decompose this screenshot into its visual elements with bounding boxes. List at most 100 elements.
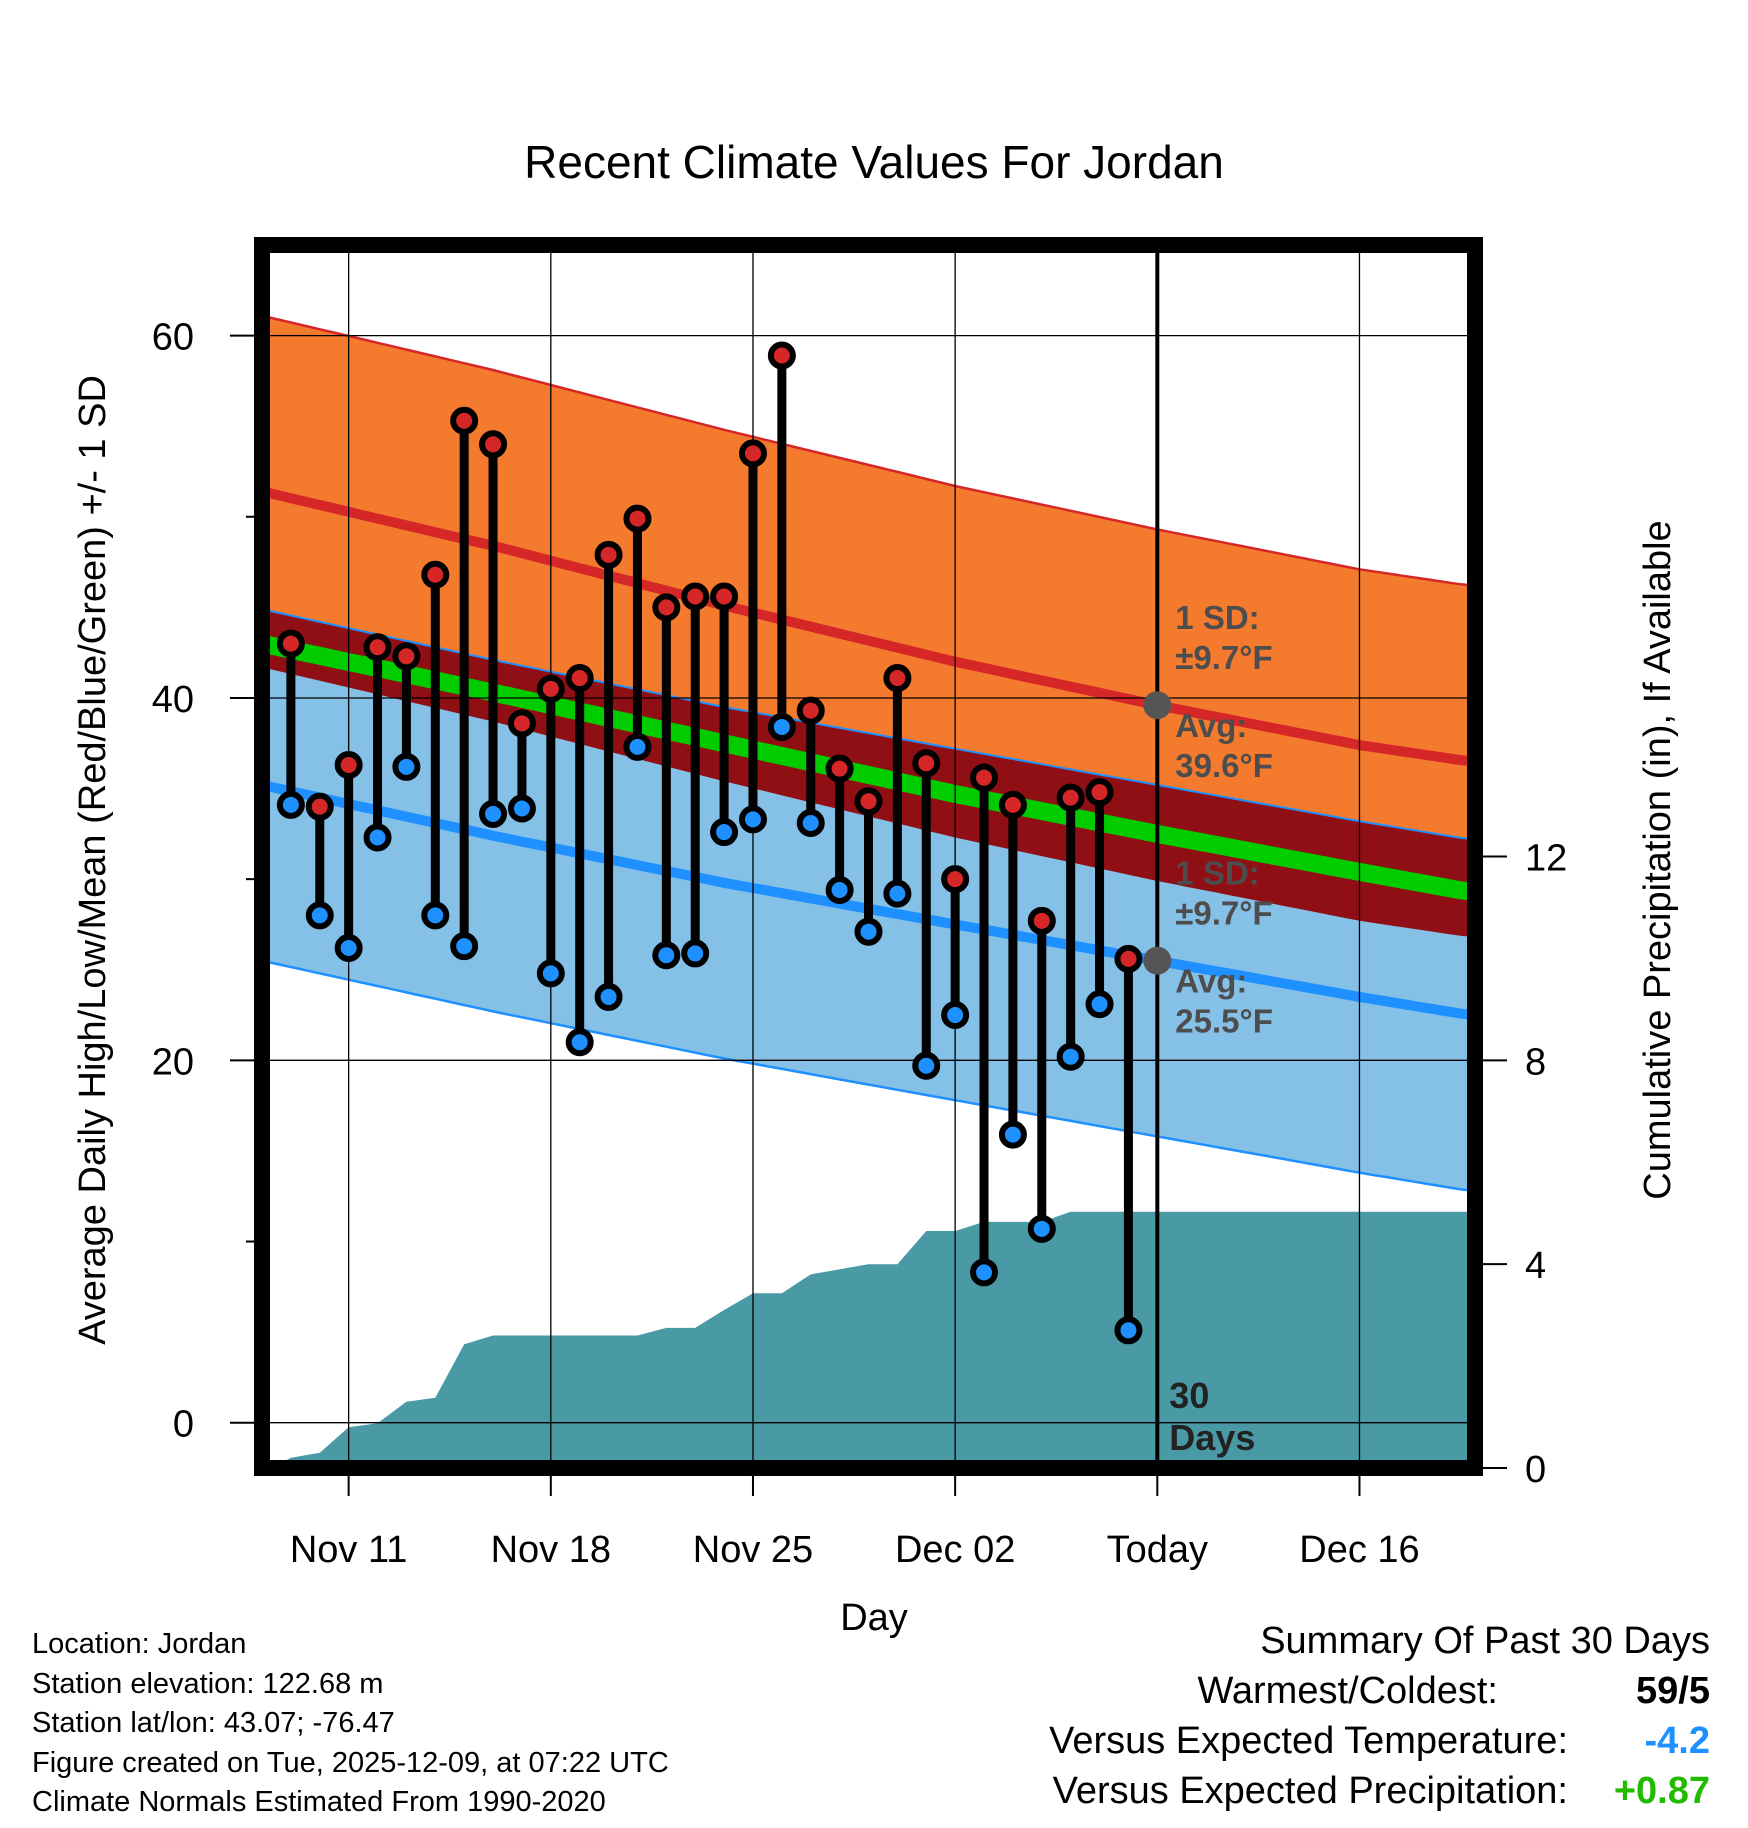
elevation-text: Station elevation: 122.68 m [32, 1667, 384, 1700]
high-sd-label: 1 SD: [1175, 599, 1259, 636]
low-temp-point [276, 790, 305, 819]
temp-anomaly-label: Versus Expected Temperature: [1049, 1720, 1568, 1762]
high-temp-point [479, 430, 508, 459]
low-temp-point [854, 917, 883, 946]
high-temp-point [565, 664, 594, 693]
precip-anomaly-label: Versus Expected Precipitation: [1052, 1770, 1568, 1812]
high-temp-point [623, 504, 652, 533]
low-temp-point [738, 805, 767, 834]
y-tick-label: 40 [152, 679, 194, 721]
high-avg-label: Avg: [1175, 707, 1247, 744]
high-temp-point [652, 593, 681, 622]
low-temp-point [912, 1051, 941, 1080]
latlon-text: Station lat/lon: 43.07; -76.47 [32, 1707, 395, 1739]
high-temp-point [1027, 906, 1056, 935]
low-temp-point [1085, 990, 1114, 1019]
low-temp-point [565, 1028, 594, 1057]
high-temp-point [450, 406, 479, 435]
high-temp-point [710, 582, 739, 611]
y2-tick-label: 12 [1525, 838, 1567, 880]
today-high-avg-marker [1143, 691, 1172, 720]
low-temp-point [681, 939, 710, 968]
low-sd-label: 1 SD: [1175, 855, 1259, 892]
high-temp-point [767, 341, 796, 370]
chart-title: Recent Climate Values For Jordan [524, 136, 1224, 188]
high-temp-point [507, 709, 536, 738]
high-temp-point [998, 790, 1027, 819]
high-sd-value: ±9.7°F [1175, 639, 1272, 676]
low-temp-point [363, 823, 392, 852]
high-temp-point [825, 754, 854, 783]
high-temp-point [970, 763, 999, 792]
warmest-coldest-label: Warmest/Coldest: [1197, 1670, 1498, 1712]
low-temp-point [1027, 1214, 1056, 1243]
low-temp-point [941, 1001, 970, 1030]
low-temp-point [796, 808, 825, 837]
high-temp-point [276, 629, 305, 658]
high-sd-band [262, 315, 1475, 938]
high-temp-point [941, 865, 970, 894]
low-temp-point [392, 752, 421, 781]
high-temp-point [334, 751, 363, 780]
high-temp-point [738, 439, 767, 468]
high-temp-point [363, 633, 392, 662]
y-axis-label: Average Daily High/Low/Mean (Red/Blue/Gr… [72, 375, 114, 1345]
low-temp-point [998, 1120, 1027, 1149]
low-temp-point [1114, 1316, 1143, 1345]
low-avg-label: Avg: [1175, 963, 1247, 1000]
location-text: Location: Jordan [32, 1628, 247, 1660]
summary-title: Summary Of Past 30 Days [1260, 1620, 1710, 1662]
high-sd-upper-line [262, 314, 1475, 587]
low-temp-point [825, 876, 854, 905]
x-tick-label: Dec 16 [1299, 1529, 1419, 1571]
x-tick-label: Nov 18 [491, 1529, 611, 1571]
low-temp-point [536, 959, 565, 988]
high-temp-point [536, 674, 565, 703]
low-temp-point [421, 901, 450, 930]
precip-anomaly-value: +0.87 [1613, 1770, 1710, 1812]
low-temp-point [883, 879, 912, 908]
precip-area [276, 1211, 1470, 1468]
low-temp-point [652, 941, 681, 970]
low-temp-point [450, 932, 479, 961]
normals-text: Climate Normals Estimated From 1990-2020 [32, 1786, 606, 1818]
low-sd-lower-line [262, 959, 1475, 1193]
x-axis-label: Day [840, 1597, 908, 1639]
low-temp-point [1056, 1042, 1085, 1071]
high-temp-point [912, 749, 941, 778]
high-temp-point [681, 582, 710, 611]
low-temp-point [334, 933, 363, 962]
x-tick-label: Today [1107, 1529, 1208, 1571]
low-temp-point [305, 901, 334, 930]
y-tick-label: 0 [173, 1404, 194, 1446]
station-info: Location: Jordan Station elevation: 122.… [32, 1625, 669, 1823]
y2-tick-label: 8 [1525, 1041, 1546, 1083]
y2-tick-label: 0 [1525, 1449, 1546, 1491]
high-temp-point [796, 696, 825, 725]
created-text: Figure created on Tue, 2025-12-09, at 07… [32, 1746, 669, 1779]
low-avg-value: 25.5°F [1175, 1003, 1273, 1040]
today-window-label: Days [1169, 1417, 1255, 1458]
high-temp-point [1114, 944, 1143, 973]
x-tick-label: Nov 25 [693, 1529, 813, 1571]
warmest-coldest-value: 59/5 [1636, 1670, 1710, 1712]
low-temp-point [479, 799, 508, 828]
high-temp-point [1085, 778, 1114, 807]
y-tick-label: 20 [152, 1041, 194, 1083]
low-temp-point [767, 712, 796, 741]
low-temp-point [970, 1258, 999, 1287]
high-temp-point [854, 787, 883, 816]
high-temp-point [883, 664, 912, 693]
high-avg-value: 39.6°F [1175, 747, 1273, 784]
x-tick-label: Nov 11 [290, 1529, 408, 1571]
today-low-avg-marker [1143, 946, 1172, 975]
today-window-label: 30 [1169, 1375, 1209, 1416]
y2-tick-label: 4 [1525, 1245, 1546, 1287]
low-temp-point [710, 818, 739, 847]
x-tick-label: Dec 02 [895, 1529, 1015, 1571]
y2-axis-label: Cumulative Precipitation (in), If Availa… [1637, 520, 1679, 1199]
high-temp-point [421, 560, 450, 589]
